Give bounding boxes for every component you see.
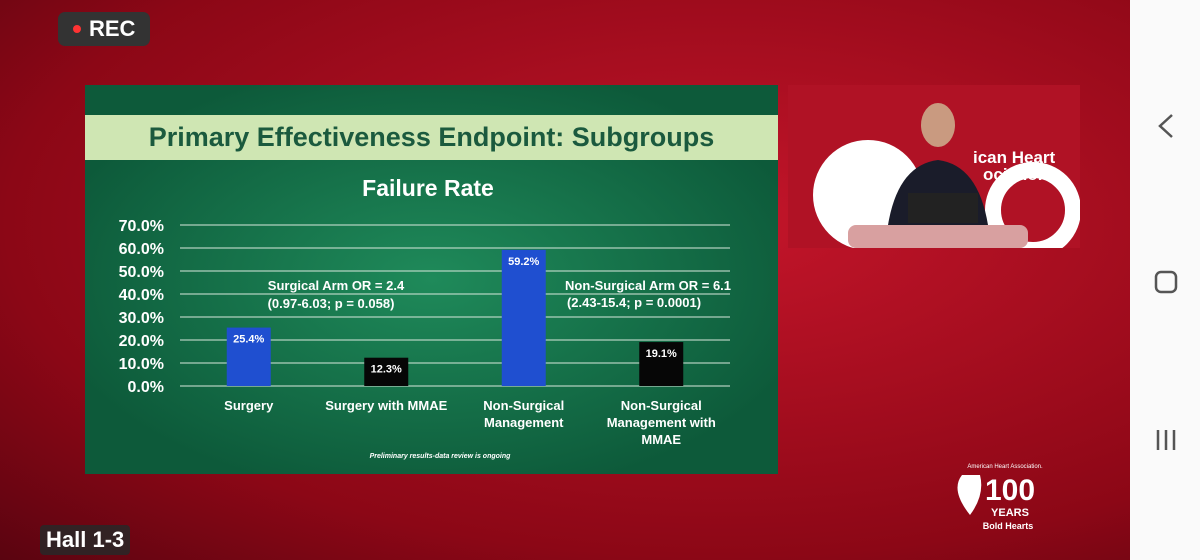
y-tick-label: 40.0% (119, 287, 164, 304)
recents-button[interactable] (1156, 430, 1176, 450)
y-tick-label: 70.0% (119, 218, 164, 235)
logo-heart (957, 475, 982, 515)
logo-years: YEARS (991, 507, 1029, 519)
logo-org: American Heart Association. (967, 464, 1043, 470)
value-label: 25.4% (233, 334, 264, 346)
bar (501, 249, 546, 386)
x-tick-label: Non-Surgical Management (483, 398, 565, 430)
nav-bar (1130, 0, 1200, 560)
rec-badge: REC (58, 12, 150, 46)
home-button[interactable] (1154, 270, 1178, 294)
annotation: (2.43-15.4; p = 0.0001) (567, 295, 701, 310)
chart-title: Failure Rate (362, 175, 494, 201)
stage-sign: ociation. (983, 165, 1053, 184)
value-label: 12.3% (371, 364, 402, 376)
logo-number: 100 (985, 474, 1035, 507)
logo-tagline: Bold Hearts (983, 521, 1034, 531)
y-tick-label: 30.0% (119, 310, 164, 327)
bar (364, 357, 409, 386)
x-tick-label: Surgery (224, 398, 274, 413)
y-tick-label: 20.0% (119, 333, 164, 350)
x-tick-label: Surgery with MMAE (325, 398, 448, 413)
bar (639, 342, 684, 386)
value-label: 19.1% (646, 348, 677, 360)
speaker-video: ican Heart ociation. (788, 85, 1080, 248)
stage-logo (985, 162, 1080, 248)
video-scene: ican Heart ociation. (813, 103, 1080, 248)
rec-dot (73, 25, 81, 33)
aha-logo: American Heart Association. 100 YEARS Bo… (957, 464, 1043, 531)
bar (226, 327, 271, 386)
hall-label: Hall 1-3 (40, 525, 131, 555)
annotation: Non-Surgical Arm OR = 6.1 (565, 278, 731, 293)
chart: Failure Rate Surgical Arm OR = 2.4 (0.97… (119, 175, 731, 460)
speaker-head (921, 103, 955, 147)
stage-sign: ican Heart (973, 148, 1056, 167)
annotation: Surgical Arm OR = 2.4 (268, 278, 405, 293)
footnote: Preliminary results-data review is ongoi… (370, 453, 512, 460)
annotation: (0.97-6.03; p = 0.058) (268, 296, 395, 311)
y-tick-label: 50.0% (119, 264, 164, 281)
nav-icons (1154, 114, 1178, 450)
back-button[interactable] (1158, 114, 1173, 138)
y-tick-label: 0.0% (128, 379, 164, 396)
laptop (908, 193, 978, 223)
y-tick-label: 60.0% (119, 241, 164, 258)
podium (848, 225, 1028, 248)
x-tick-label: Non-Surgical Management with MMAE (606, 398, 716, 447)
value-label: 59.2% (508, 256, 539, 268)
y-tick-label: 10.0% (119, 356, 164, 373)
rec-label: REC (89, 16, 136, 41)
slide-title: Primary Effectiveness Endpoint: Subgroup… (85, 115, 778, 160)
